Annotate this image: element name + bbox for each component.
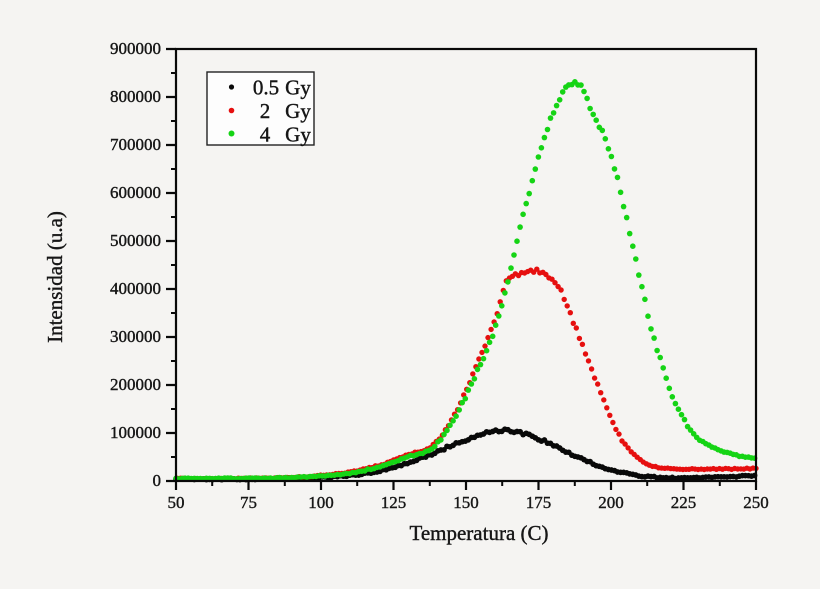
svg-text:125: 125 [381, 493, 407, 512]
svg-text:250: 250 [743, 493, 769, 512]
svg-text:200000: 200000 [110, 375, 161, 394]
svg-text:50: 50 [168, 493, 185, 512]
svg-text:Gy: Gy [285, 123, 311, 147]
svg-text:0.5: 0.5 [253, 76, 279, 100]
svg-text:800000: 800000 [110, 87, 161, 106]
svg-text:Gy: Gy [285, 99, 311, 123]
svg-text:75: 75 [240, 493, 257, 512]
svg-text:Intensidad (u.a): Intensidad (u.a) [43, 211, 67, 343]
svg-text:200: 200 [598, 493, 624, 512]
svg-text:225: 225 [671, 493, 697, 512]
svg-text:4: 4 [260, 123, 271, 147]
svg-text:Gy: Gy [285, 76, 311, 100]
svg-text:150: 150 [453, 493, 479, 512]
svg-text:400000: 400000 [110, 279, 161, 298]
svg-text:Temperatura (C): Temperatura (C) [409, 521, 548, 545]
svg-text:100000: 100000 [110, 423, 161, 442]
svg-text:600000: 600000 [110, 183, 161, 202]
svg-text:500000: 500000 [110, 231, 161, 250]
svg-text:700000: 700000 [110, 135, 161, 154]
svg-text:100: 100 [308, 493, 334, 512]
svg-text:900000: 900000 [110, 39, 161, 58]
svg-text:2: 2 [260, 99, 271, 123]
svg-text:300000: 300000 [110, 327, 161, 346]
svg-text:175: 175 [526, 493, 552, 512]
svg-text:0: 0 [153, 471, 162, 490]
